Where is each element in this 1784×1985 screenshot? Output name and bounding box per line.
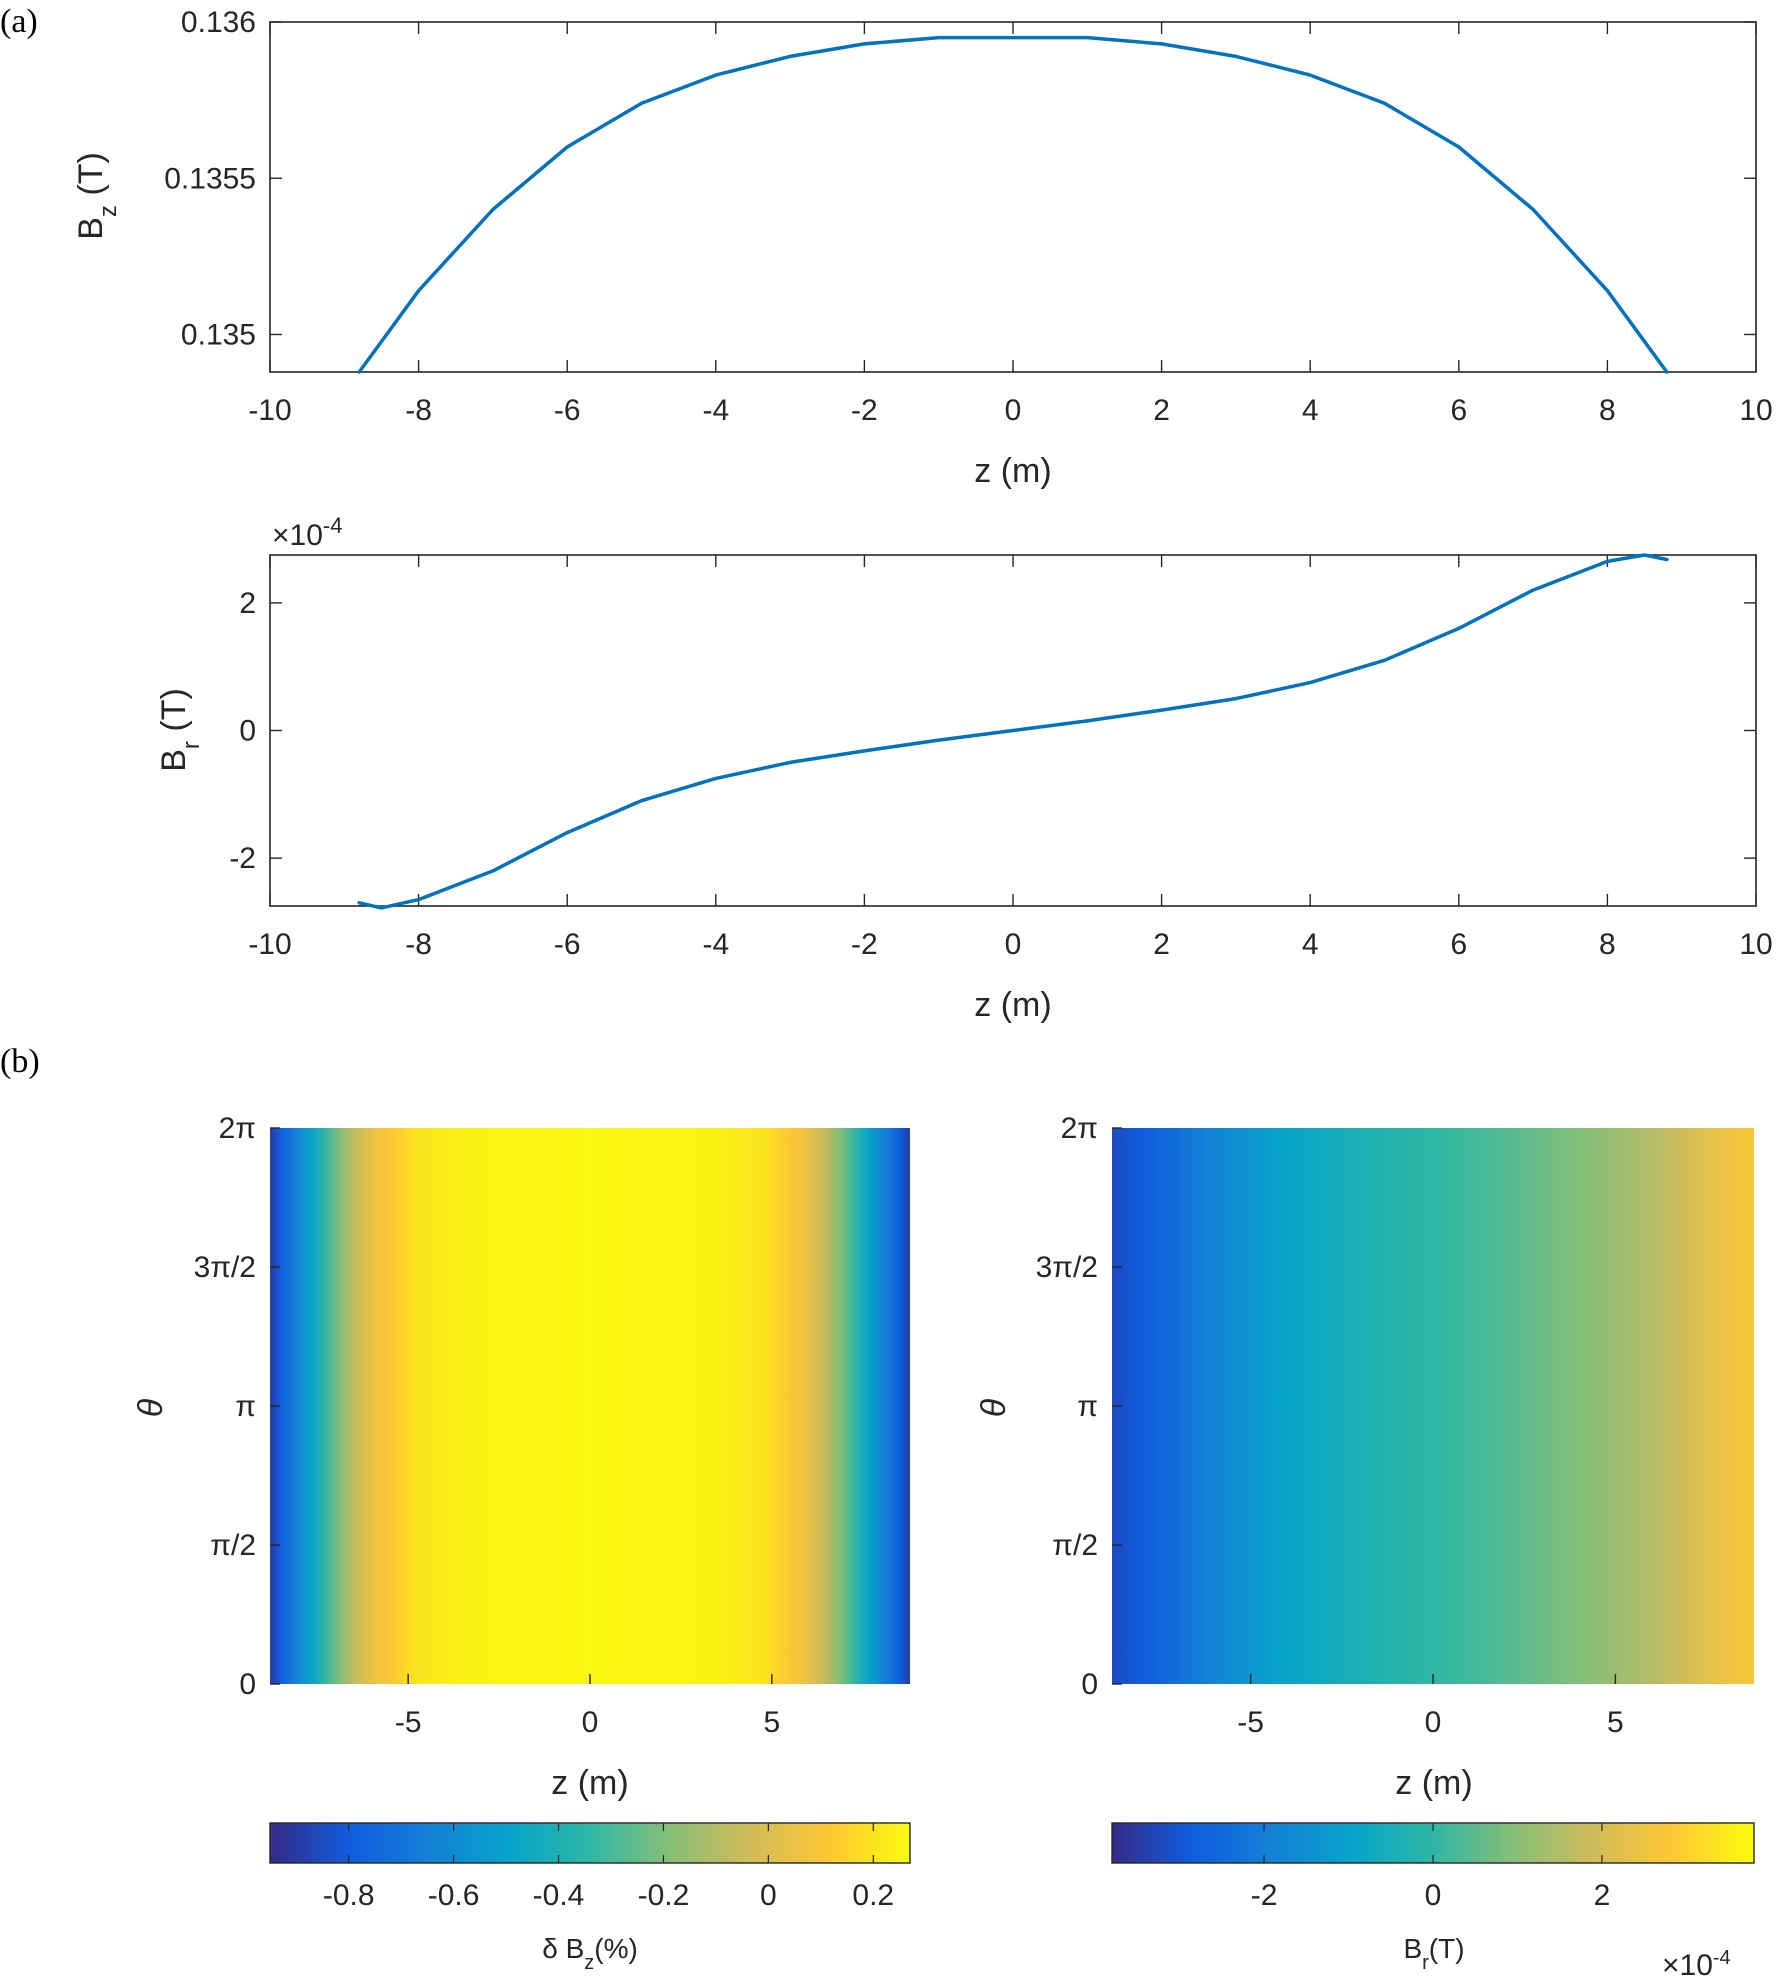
y-tick-label: π	[1077, 1390, 1098, 1423]
x-tick-label: 5	[763, 1706, 780, 1739]
brmap-colorbar-label: Br(T)	[1403, 1933, 1464, 1974]
x-tick-label: 8	[1599, 394, 1616, 427]
x-tick-label: -4	[702, 394, 729, 427]
colorbar-tick-label: 0	[1425, 1879, 1442, 1912]
x-tick-label: 0	[1425, 1706, 1442, 1739]
x-tick-label: -8	[405, 394, 432, 427]
br-x-axis-label: z (m)	[974, 986, 1051, 1024]
y-tick-label: 2π	[219, 1112, 256, 1145]
y-tick-label: π	[235, 1390, 256, 1423]
colorbar-tick-label: 0	[760, 1879, 777, 1912]
x-tick-label: -2	[851, 394, 878, 427]
x-tick-label: 4	[1302, 394, 1319, 427]
x-tick-label: 2	[1153, 394, 1170, 427]
bz-line-chart: -10 -8 -6 -4 -2 0 2 4 6 8 10 0.135 0.1355 0.136	[164, 6, 1772, 427]
dbz-y-axis-label: θ	[132, 1398, 170, 1417]
dbz-x-axis-label: z (m)	[551, 1764, 628, 1802]
x-tick-label: -4	[702, 928, 729, 961]
x-tick-label: -10	[248, 394, 291, 427]
x-tick-label: 8	[1599, 928, 1616, 961]
y-tick-label: π/2	[1052, 1529, 1098, 1562]
x-tick-label: -5	[1237, 1706, 1264, 1739]
x-tick-label: 5	[1607, 1706, 1624, 1739]
br-heatmap: -5 0 5 0 π/2 π 3π/2 2π -2 0 2	[1036, 1112, 1755, 1912]
heatmap-field	[1112, 1128, 1754, 1684]
dbz-colorbar-label: δ Bz(%)	[542, 1933, 638, 1974]
x-tick-label: 10	[1739, 394, 1772, 427]
brmap-y-axis-label: θ	[975, 1398, 1013, 1417]
y-tick-label: -2	[229, 842, 256, 875]
x-tick-label: 2	[1153, 928, 1170, 961]
y-tick-label: 0	[239, 1668, 256, 1701]
bz-y-axis-label: Bz (T)	[72, 152, 122, 240]
x-tick-label: 0	[1005, 394, 1022, 427]
x-tick-label: 10	[1739, 928, 1772, 961]
x-tick-label: 6	[1450, 928, 1467, 961]
x-tick-label: -6	[554, 928, 581, 961]
x-tick-label: -2	[851, 928, 878, 961]
y-tick-label: 2π	[1061, 1112, 1098, 1145]
colorbar-tick-label: 0.2	[852, 1879, 894, 1912]
colorbar-tick-label: -0.4	[533, 1879, 585, 1912]
x-tick-label: 6	[1450, 394, 1467, 427]
brmap-x-axis-label: z (m)	[1395, 1764, 1472, 1802]
x-tick-label: 0	[1005, 928, 1022, 961]
y-tick-label: 3π/2	[1036, 1251, 1098, 1284]
colorbar-tick-label: -2	[1251, 1879, 1278, 1912]
y-tick-label: 3π/2	[194, 1251, 256, 1284]
colorbar-tick-label: -0.6	[428, 1879, 480, 1912]
x-tick-label: 0	[582, 1706, 599, 1739]
series-line	[357, 553, 1669, 910]
heatmap-field	[270, 1128, 910, 1684]
y-tick-label: 2	[239, 587, 256, 620]
colorbar-tick-label: -0.8	[323, 1879, 375, 1912]
y-tick-label: 0.135	[181, 319, 256, 352]
colorbar-tick-label: 2	[1594, 1879, 1611, 1912]
y-tick-label: 0.136	[181, 6, 256, 39]
y-tick-label: 0	[239, 715, 256, 748]
bz-x-axis-label: z (m)	[974, 452, 1051, 490]
dbz-heatmap: -5 0 5 0 π/2 π 3π/2 2π -0.8 -0.6 -0.4 -0.2 0 0.2	[194, 1112, 911, 1912]
br-exponent-label: ×10-4	[272, 513, 342, 553]
br-line-chart: -10 -8 -6 -4 -2 0 2 4 6 8 10 -2 0 2	[229, 553, 1773, 961]
colorbar-tick-label: -0.2	[638, 1879, 690, 1912]
x-tick-label: -10	[248, 928, 291, 961]
brmap-colorbar-exponent: ×10-4	[1662, 1947, 1731, 1982]
y-tick-label: 0	[1081, 1668, 1098, 1701]
br-y-axis-label: Br (T)	[155, 688, 205, 772]
colorbar	[269, 1822, 911, 1864]
x-tick-label: -8	[405, 928, 432, 961]
x-tick-label: -6	[554, 394, 581, 427]
x-tick-label: -5	[395, 1706, 422, 1739]
y-tick-label: π/2	[210, 1529, 256, 1562]
panel-label-a: (a)	[0, 3, 38, 40]
panel-label-b: (b)	[0, 1043, 40, 1080]
series-line	[357, 35, 1669, 374]
plot-area	[269, 21, 1757, 373]
x-tick-label: 4	[1302, 928, 1319, 961]
y-tick-label: 0.1355	[164, 162, 256, 195]
